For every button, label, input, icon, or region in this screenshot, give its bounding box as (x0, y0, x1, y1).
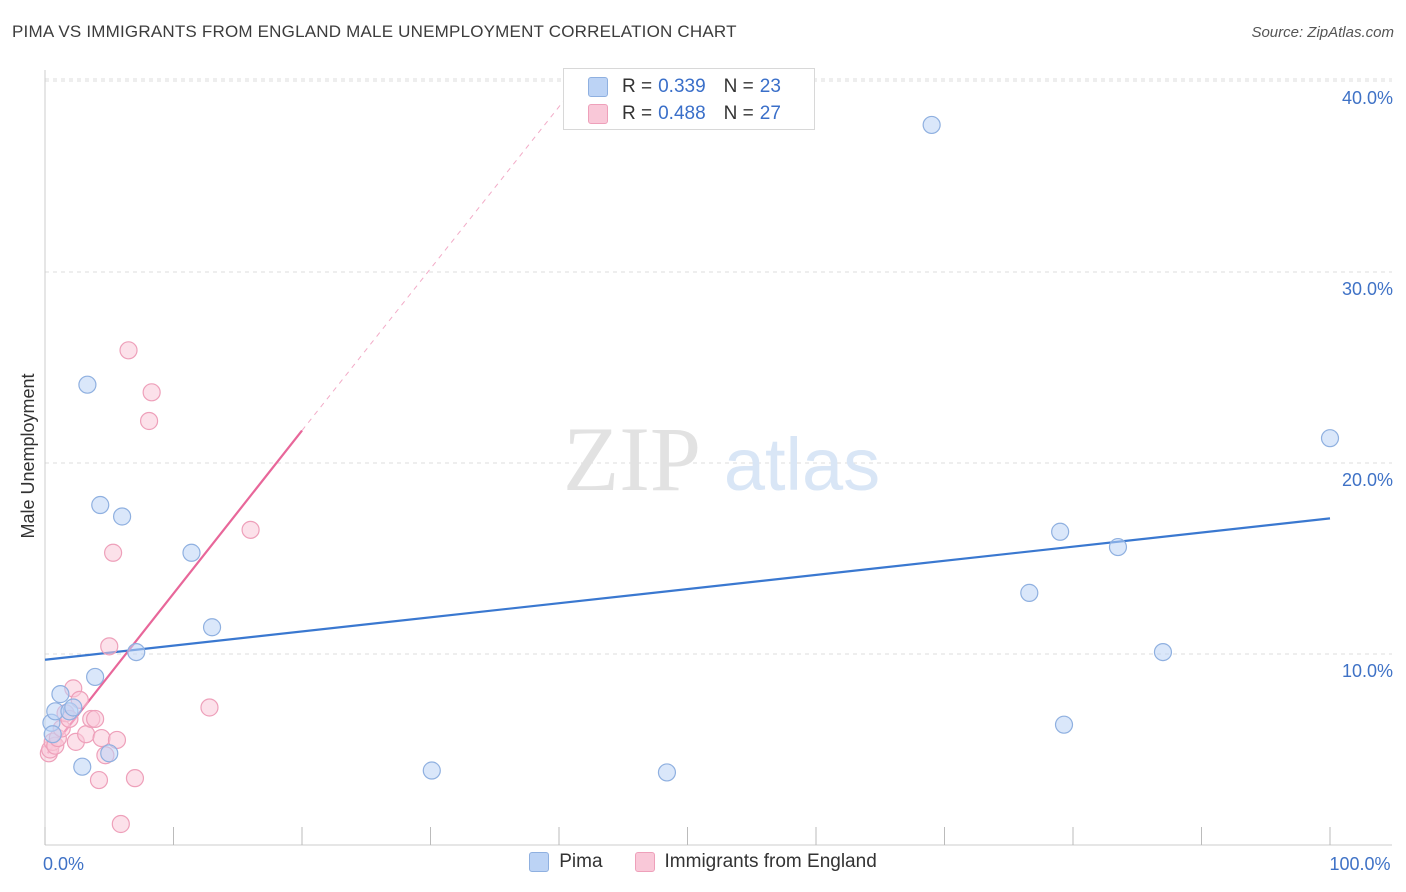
pima-point (182, 543, 201, 562)
pima-point (43, 725, 62, 744)
england-point (139, 411, 159, 431)
legend-pima-swatch-icon (529, 852, 550, 872)
pima-point (1108, 537, 1128, 557)
x-tick-label: 0.0% (43, 854, 84, 874)
legend-england-label: Immigrants from England (664, 851, 877, 872)
pima-point (86, 667, 105, 687)
stats-legend: R = 0.339 N = 23 R = 0.488 N = 27 (563, 68, 815, 130)
y-tick-label: 30.0% (1342, 279, 1393, 299)
pima-point (1153, 642, 1173, 662)
pima-point (78, 375, 97, 394)
stats-row-england: R = 0.488 N = 27 (588, 103, 781, 125)
pima-point (64, 698, 83, 717)
pima-point (922, 115, 941, 135)
points (39, 115, 1340, 834)
england-r-label: R = (622, 103, 653, 124)
pima-r-label: R = (622, 76, 653, 97)
tick-labels: 10.0% 20.0% 30.0% 40.0% 0.0% 100.0% (43, 88, 1393, 874)
legend-england-swatch-icon (634, 852, 655, 872)
england-point (142, 383, 161, 402)
pima-point (1020, 583, 1039, 602)
watermark-atlas: atlas (724, 423, 880, 506)
england-point (111, 814, 130, 834)
y-tick-label: 40.0% (1342, 88, 1393, 108)
pima-point (112, 507, 132, 526)
pima-point (1051, 522, 1070, 541)
pima-r-value: 0.339 (658, 76, 706, 97)
pima-n-value: 23 (759, 76, 781, 97)
axis-layer (44, 70, 1392, 846)
england-point (241, 520, 260, 539)
england-point (200, 698, 219, 717)
england-trendline-extension (301, 90, 573, 431)
england-n-value: 27 (759, 103, 781, 124)
england-point (107, 730, 127, 750)
pima-point (51, 685, 70, 704)
pima-point (73, 757, 92, 776)
england-point (100, 637, 119, 656)
legend-item-pima: Pima (529, 851, 603, 873)
pima-point (127, 642, 146, 662)
pima-point (202, 618, 222, 637)
y-axis-label: Male Unemployment (18, 373, 38, 538)
pima-swatch-icon (588, 77, 608, 97)
watermark-zip: ZIP (563, 408, 701, 510)
source-label: Source: ZipAtlas.com (1251, 24, 1394, 41)
england-swatch-icon (588, 104, 608, 124)
pima-point (1320, 429, 1340, 448)
pima-point (91, 495, 110, 515)
stats-row-pima: R = 0.339 N = 23 (588, 76, 781, 98)
watermark: ZIP atlas (563, 408, 880, 510)
chart-title: PIMA VS IMMIGRANTS FROM ENGLAND MALE UNE… (12, 22, 737, 41)
x-tick-label: 100.0% (1329, 854, 1390, 874)
pima-point (1054, 715, 1074, 734)
england-point (86, 709, 105, 729)
pima-point (422, 761, 441, 780)
england-point (119, 341, 138, 360)
england-point (92, 728, 111, 748)
grid-layer (45, 78, 1392, 655)
pima-n-label: N = (723, 76, 754, 97)
england-n-label: N = (723, 103, 754, 124)
england-trendline (46, 429, 303, 755)
y-tick-label: 10.0% (1342, 661, 1393, 681)
pima-point (657, 763, 677, 782)
pima-trendline (44, 517, 1331, 661)
bottom-legend: Pima Immigrants from England (0, 851, 1406, 873)
england-point (89, 770, 109, 790)
england-point (77, 725, 96, 744)
england-point (125, 769, 145, 788)
y-tick-label: 20.0% (1342, 470, 1393, 490)
england-r-value: 0.488 (658, 103, 706, 124)
pima-point (100, 744, 119, 763)
england-point (104, 543, 123, 562)
legend-pima-label: Pima (559, 851, 603, 872)
legend-item-england: Immigrants from England (634, 851, 877, 873)
